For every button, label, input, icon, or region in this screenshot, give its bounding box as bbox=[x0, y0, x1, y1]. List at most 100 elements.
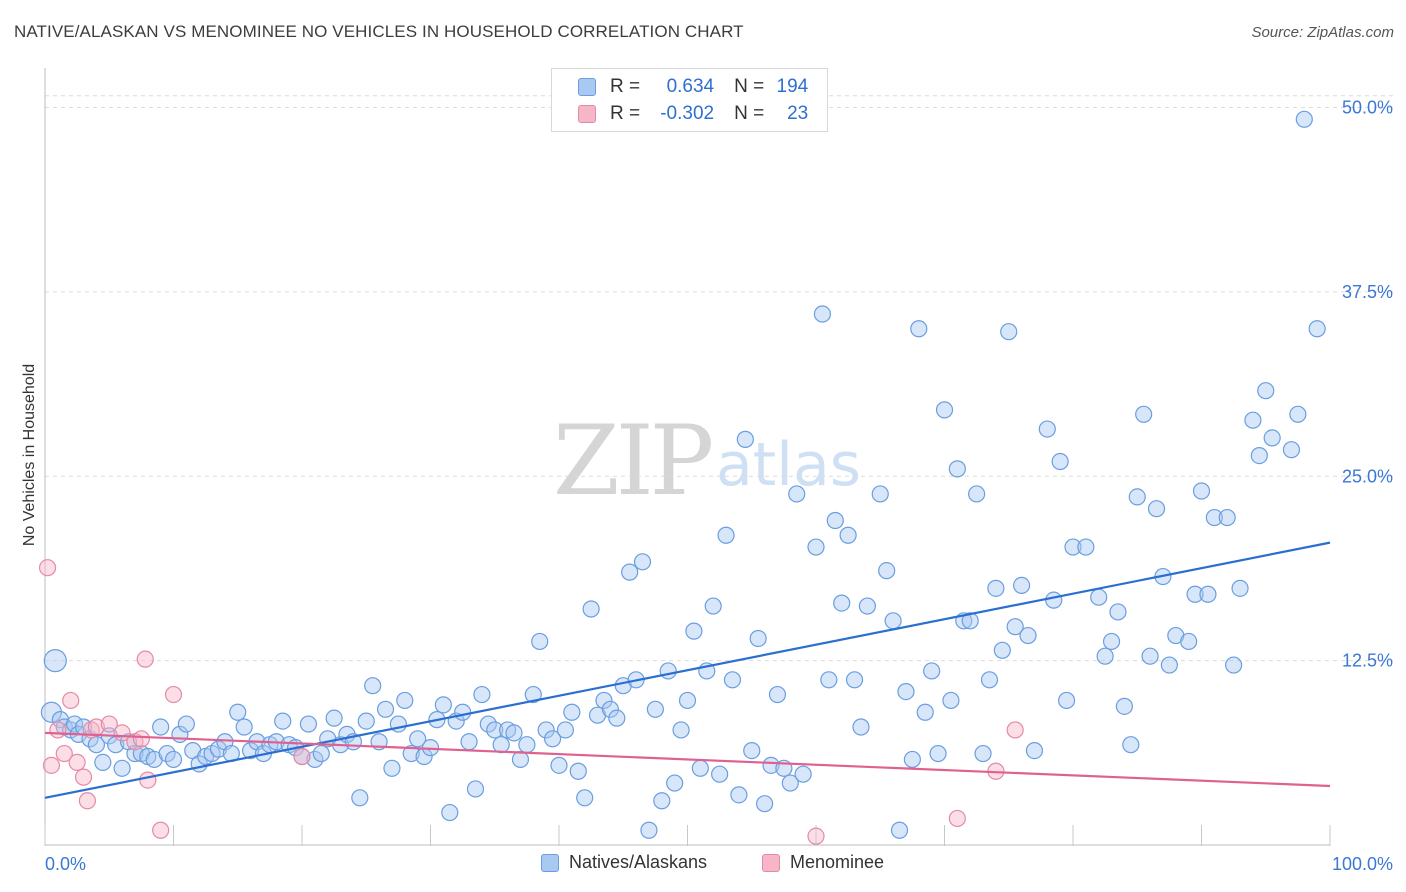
x-tick-label-max: 100.0% bbox=[1332, 854, 1393, 874]
x-tick-label-min: 0.0% bbox=[45, 854, 86, 874]
legend-row-menominee: R = -0.302 N = 23 bbox=[578, 102, 808, 126]
native-point bbox=[479, 715, 497, 733]
native-point bbox=[736, 430, 754, 448]
native-point bbox=[948, 460, 966, 478]
native-point bbox=[1225, 656, 1243, 674]
native-point bbox=[730, 786, 748, 804]
native-point bbox=[441, 803, 459, 822]
r-value: 0.634 bbox=[666, 76, 715, 97]
native-point bbox=[1180, 632, 1198, 651]
native-point bbox=[743, 741, 761, 760]
native-point bbox=[235, 718, 253, 736]
native-point bbox=[364, 677, 382, 695]
y-tick-label: 37.5% bbox=[1342, 282, 1393, 302]
native-point bbox=[711, 765, 729, 783]
menominee-point bbox=[807, 827, 825, 845]
native-point bbox=[402, 744, 420, 763]
native-point bbox=[1090, 588, 1108, 606]
native-point bbox=[1295, 110, 1313, 128]
native-point bbox=[1147, 500, 1166, 518]
native-point bbox=[595, 691, 613, 710]
native-point bbox=[884, 612, 902, 630]
n-label: N = bbox=[734, 76, 765, 97]
native-point bbox=[768, 685, 787, 704]
menominee-point bbox=[68, 753, 86, 772]
native-point bbox=[788, 485, 806, 503]
native-point bbox=[1218, 508, 1236, 527]
native-point bbox=[524, 685, 542, 704]
y-tick-label: 25.0% bbox=[1342, 466, 1393, 486]
r-value: -0.302 bbox=[660, 103, 715, 124]
y-tick-label: 50.0% bbox=[1342, 98, 1393, 118]
source-credit: Source: ZipAtlas.com bbox=[1251, 24, 1394, 41]
stats-legend: R = 0.634 N = 194 R = -0.302 N = 23 bbox=[551, 68, 828, 132]
native-point bbox=[312, 744, 330, 763]
menominee-point bbox=[78, 792, 97, 810]
native-point bbox=[1102, 632, 1121, 651]
native-point bbox=[762, 756, 780, 774]
menominee-point bbox=[164, 685, 183, 704]
native-point bbox=[704, 597, 722, 615]
native-point bbox=[177, 715, 195, 733]
native-point bbox=[229, 703, 247, 721]
native-point bbox=[158, 744, 176, 763]
n-value: 23 bbox=[787, 103, 809, 124]
native-point bbox=[1199, 585, 1217, 603]
native-point bbox=[839, 526, 857, 544]
native-point bbox=[351, 789, 369, 807]
native-point bbox=[749, 629, 767, 648]
native-point bbox=[486, 721, 504, 739]
n-label: N = bbox=[734, 103, 765, 124]
native-point bbox=[1244, 411, 1262, 429]
native-point bbox=[152, 718, 170, 736]
native-point bbox=[1263, 429, 1281, 447]
menominee-point bbox=[49, 721, 67, 739]
native-point bbox=[376, 700, 395, 718]
native-point bbox=[505, 724, 523, 742]
native-point bbox=[126, 744, 144, 763]
native-point bbox=[1045, 591, 1063, 609]
native-point bbox=[550, 756, 568, 774]
native-point bbox=[531, 632, 549, 651]
native-point bbox=[1205, 508, 1223, 527]
native-point bbox=[543, 730, 562, 748]
native-point bbox=[672, 721, 690, 739]
native-point bbox=[903, 750, 921, 769]
native-point bbox=[633, 553, 652, 571]
native-point bbox=[685, 622, 703, 640]
y-axis-label: No Vehicles in Household bbox=[21, 363, 38, 547]
menominee-legend-label: Menominee bbox=[790, 852, 885, 872]
native-point bbox=[890, 821, 909, 839]
native-point bbox=[569, 762, 587, 780]
native-point bbox=[916, 703, 934, 721]
native-point bbox=[242, 741, 260, 760]
menominee-point bbox=[42, 756, 61, 774]
native-point bbox=[306, 750, 324, 769]
menominee-point bbox=[139, 771, 157, 789]
native-point bbox=[794, 765, 812, 783]
native-point bbox=[1019, 626, 1037, 645]
native-point bbox=[325, 709, 343, 727]
native-point bbox=[987, 579, 1005, 597]
native-point bbox=[556, 721, 575, 739]
native-point bbox=[1160, 656, 1178, 674]
native-point bbox=[582, 600, 600, 618]
native-point bbox=[518, 736, 536, 754]
native-point bbox=[1141, 647, 1159, 665]
watermark-zip: ZIP bbox=[553, 405, 714, 517]
menominee-point bbox=[62, 691, 80, 710]
native-point bbox=[974, 744, 992, 763]
native-point bbox=[1192, 482, 1211, 500]
natives-legend-swatch bbox=[541, 853, 559, 872]
native-point bbox=[608, 709, 626, 727]
native-point bbox=[1096, 647, 1114, 665]
legend-row-natives: R = 0.634 N = 194 bbox=[578, 75, 808, 99]
native-point bbox=[678, 691, 697, 710]
natives-swatch bbox=[578, 78, 596, 96]
native-point bbox=[910, 320, 928, 338]
menominee-point bbox=[74, 768, 93, 786]
native-point bbox=[717, 526, 735, 544]
menominee-point bbox=[293, 747, 311, 766]
native-point bbox=[820, 671, 838, 689]
